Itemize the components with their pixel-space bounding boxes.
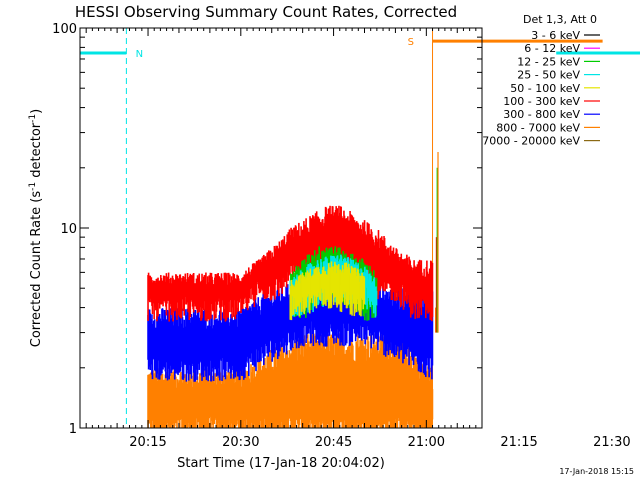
flag-label-s: S — [408, 37, 414, 48]
y-axis-label-sup2: -1 — [28, 114, 38, 123]
legend-label: 7000 - 20000 keV — [482, 135, 580, 148]
series-800-7000-kev — [147, 332, 434, 428]
x-tick-label: 21:15 — [500, 435, 537, 450]
x-axis: 20:15 20:30 20:45 21:00 21:15 21:30 — [85, 28, 631, 450]
series-50-100-kev — [289, 261, 366, 321]
legend-label: 300 - 800 keV — [503, 108, 580, 121]
footer-timestamp: 17-Jan-2018 15:15 — [559, 467, 634, 476]
y-axis-label-main: Corrected Count Rate (s — [29, 191, 44, 348]
y-tick-label: 100 — [52, 22, 77, 37]
x-tick-label: 21:00 — [408, 435, 445, 450]
x-tick-label: 20:30 — [222, 435, 259, 450]
x-tick-label: 20:15 — [129, 435, 166, 450]
flag-label-n: N — [136, 49, 143, 60]
legend-label: 100 - 300 keV — [503, 95, 580, 108]
y-axis: 1 10 100 — [52, 22, 482, 437]
legend-label: 12 - 25 keV — [517, 55, 580, 68]
data-layer — [125, 28, 439, 428]
y-axis-label-sup1: -1 — [28, 182, 38, 191]
flag-layer: NS — [80, 37, 640, 60]
chart-title: HESSI Observing Summary Count Rates, Cor… — [75, 3, 457, 21]
y-tick-label: 10 — [60, 222, 77, 237]
series-100-300-kev — [147, 205, 434, 322]
x-tick-label: 20:45 — [315, 435, 352, 450]
legend-label: 50 - 100 keV — [510, 82, 580, 95]
y-axis-label-mid: detector — [29, 122, 44, 182]
legend-label: 3 - 6 keV — [531, 29, 580, 42]
legend-label: 800 - 7000 keV — [496, 121, 580, 134]
x-axis-label: Start Time (17-Jan-18 20:04:02) — [177, 456, 385, 471]
y-tick-label: 1 — [69, 422, 77, 437]
legend-label: 6 - 12 keV — [524, 42, 580, 55]
series-300-800-kev — [147, 272, 434, 382]
y-axis-label: Corrected Count Rate (s-1 detector-1) — [28, 109, 44, 347]
legend-label: 25 - 50 keV — [517, 69, 580, 82]
y-axis-label-end: ) — [29, 109, 44, 114]
x-tick-label: 21:30 — [593, 435, 630, 450]
legend-header: Det 1,3, Att 0 — [523, 13, 597, 26]
